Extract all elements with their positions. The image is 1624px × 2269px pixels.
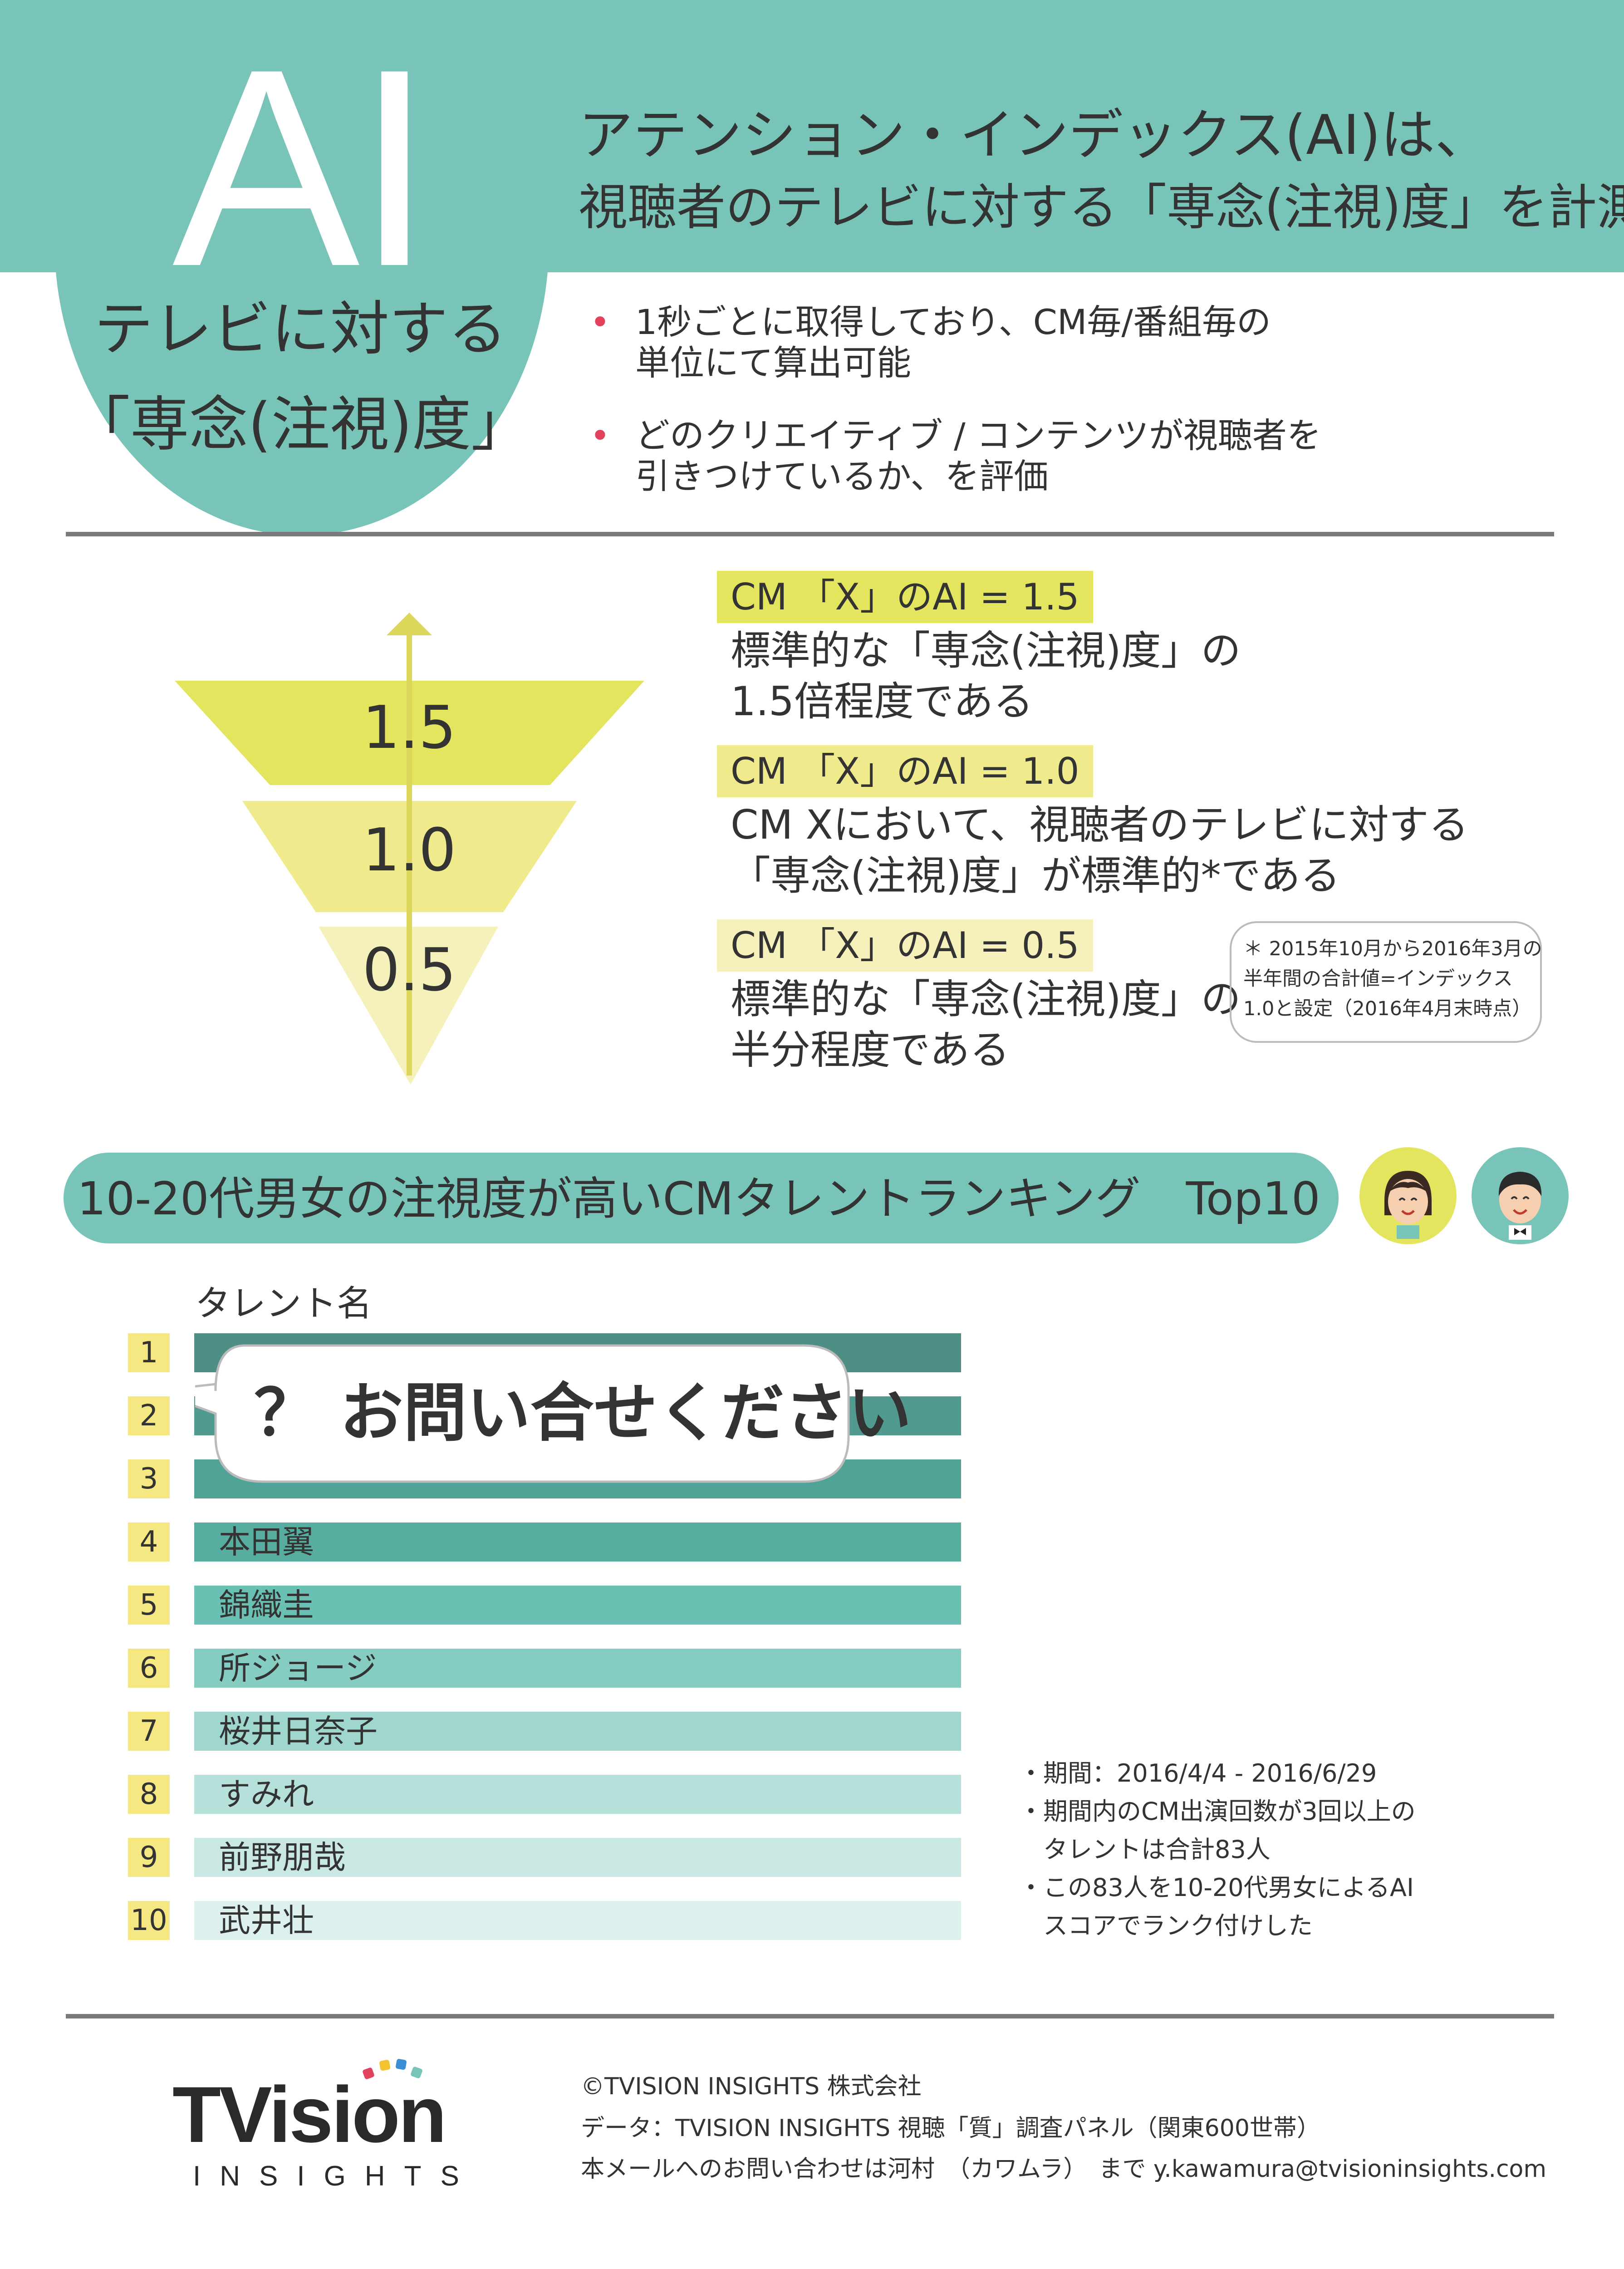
ranking-row-bar <box>194 1838 961 1877</box>
rank-number-badge: 7 <box>128 1712 170 1751</box>
footnote-line: 半年間の合計値=インデックス <box>1243 968 1513 990</box>
ranking-title: 10-20代男女の注視度が高いCMタレントランキング Top10 <box>77 1172 1320 1225</box>
talent-name: 所ジョージ <box>219 1650 377 1687</box>
bullet-line2: 引きつけているか、を評価 <box>635 456 1049 496</box>
inquiry-callout-bubble <box>195 1344 850 1483</box>
tvision-logo-dots-icon <box>363 2059 422 2079</box>
ranking-note-line: ・この83人を10-20代男女によるAI <box>1019 1873 1414 1902</box>
bullet-line2: 単位にて算出可能 <box>635 343 911 383</box>
male-avatar-icon <box>1472 1147 1569 1244</box>
footer-contact: 本メールへのお問い合わせは河村 （カワムラ） まで y.kawamura@tvi… <box>581 2156 1547 2183</box>
funnel-axis-arrow-icon <box>387 613 432 635</box>
inquiry-callout-text: ？ お問い合せください <box>254 1376 912 1450</box>
tvision-logo-subtitle: INSIGHTS <box>193 2161 478 2192</box>
rank-number-badge: 6 <box>128 1649 170 1688</box>
footnote-box <box>1230 921 1542 1043</box>
ranking-row-bar <box>194 1775 961 1814</box>
rank-number-badge: 3 <box>128 1459 170 1498</box>
ai-logo: AI <box>172 11 434 325</box>
tvision-logo: TVision <box>172 2071 447 2159</box>
ranking-row-bar <box>194 1901 961 1940</box>
rank-number-badge: 5 <box>128 1586 170 1625</box>
ranking-note-line: ・期間：2016/4/4 - 2016/6/29 <box>1019 1759 1377 1788</box>
rank-number-badge: 2 <box>128 1396 170 1435</box>
footnote-line: 1.0と設定（2016年4月末時点） <box>1243 997 1532 1020</box>
ranking-row-bar <box>194 1712 961 1751</box>
female-avatar-icon <box>1359 1147 1457 1244</box>
talent-name: 前野朋哉 <box>219 1839 346 1876</box>
rank-number-badge: 10 <box>128 1901 170 1940</box>
ranking-note-line: スコアでランク付けした <box>1019 1911 1313 1940</box>
funnel-label: 1.0 <box>363 815 456 884</box>
section-divider <box>66 532 1554 536</box>
ai-example-label: CM 「X」のAI = 1.0 <box>717 745 1093 797</box>
talent-name: 武井壮 <box>219 1902 314 1939</box>
ai-example-line2: 1.5倍程度である <box>731 678 1034 725</box>
footer-copyright: ©TVISION INSIGHTS 株式会社 <box>581 2073 922 2100</box>
funnel-label: 1.5 <box>363 693 456 762</box>
ranking-title-banner <box>64 1153 1339 1243</box>
header-title-line1: アテンション・インデックス(AI)は、 <box>579 104 1490 167</box>
ai-example-label: CM 「X」のAI = 1.5 <box>717 571 1093 623</box>
talent-name: 桜井日奈子 <box>219 1713 378 1750</box>
ranking-note-line: タレントは合計83人 <box>1019 1835 1271 1864</box>
ai-example-label: CM 「X」のAI = 0.5 <box>717 919 1093 972</box>
bullet-dot-icon: • <box>590 302 610 342</box>
ranking-row-bar <box>194 1649 961 1688</box>
rank-number-badge: 9 <box>128 1838 170 1877</box>
footnote-text: ＊ 2015年10月から2016年3月の 半年間の合計値=インデックス 1.0と… <box>1243 934 1542 1024</box>
ai-example-line2: 「専念(注視)度」が標準的*である <box>731 852 1340 899</box>
attention-funnel-diagram: 1.5 1.0 0.5 <box>175 613 644 1085</box>
bullet-line1: どのクリエイティブ / コンテンツが視聴者を <box>635 415 1321 456</box>
rank-number-badge: 1 <box>128 1333 170 1372</box>
rank-number-badge: 8 <box>128 1775 170 1814</box>
ai-example-line1: CM Xにおいて、視聴者のテレビに対する <box>731 801 1469 848</box>
ai-example-line1: 標準的な「専念(注視)度」の <box>731 976 1241 1022</box>
rank-number-badge: 4 <box>128 1522 170 1562</box>
hero-subtitle-line2: 「専念(注視)度」 <box>71 390 530 459</box>
ranking-row-bar <box>194 1522 961 1562</box>
hero-circle <box>54 0 549 535</box>
ranking-note-line: ・期間内のCM出演回数が3回以上の <box>1019 1797 1416 1826</box>
header-title-line2: 視聴者のテレビに対する「専念(注視)度」を計測 <box>579 179 1624 236</box>
bullet-dot-icon: • <box>590 415 610 456</box>
footer-divider <box>66 2014 1554 2019</box>
talent-name: 錦織圭 <box>219 1586 314 1624</box>
column-header-talent-name: タレント名 <box>195 1283 373 1324</box>
bullet-line1: 1秒ごとに取得しており、CM毎/番組毎の <box>635 302 1271 342</box>
talent-name: 本田翼 <box>219 1523 314 1561</box>
footer-data-source: データ：TVISION INSIGHTS 視聴「質」調査パネル（関東600世帯） <box>581 2115 1320 2142</box>
hero-subtitle-line1: テレビに対する <box>94 295 507 363</box>
funnel-label: 0.5 <box>363 935 456 1004</box>
footnote-line: ＊ 2015年10月から2016年3月の <box>1243 938 1542 960</box>
ranking-row-bar <box>194 1586 961 1625</box>
talent-name: すみれ <box>219 1776 314 1813</box>
ai-example-line2: 半分程度である <box>731 1026 1010 1073</box>
ai-example-line1: 標準的な「専念(注視)度」の <box>731 627 1241 674</box>
